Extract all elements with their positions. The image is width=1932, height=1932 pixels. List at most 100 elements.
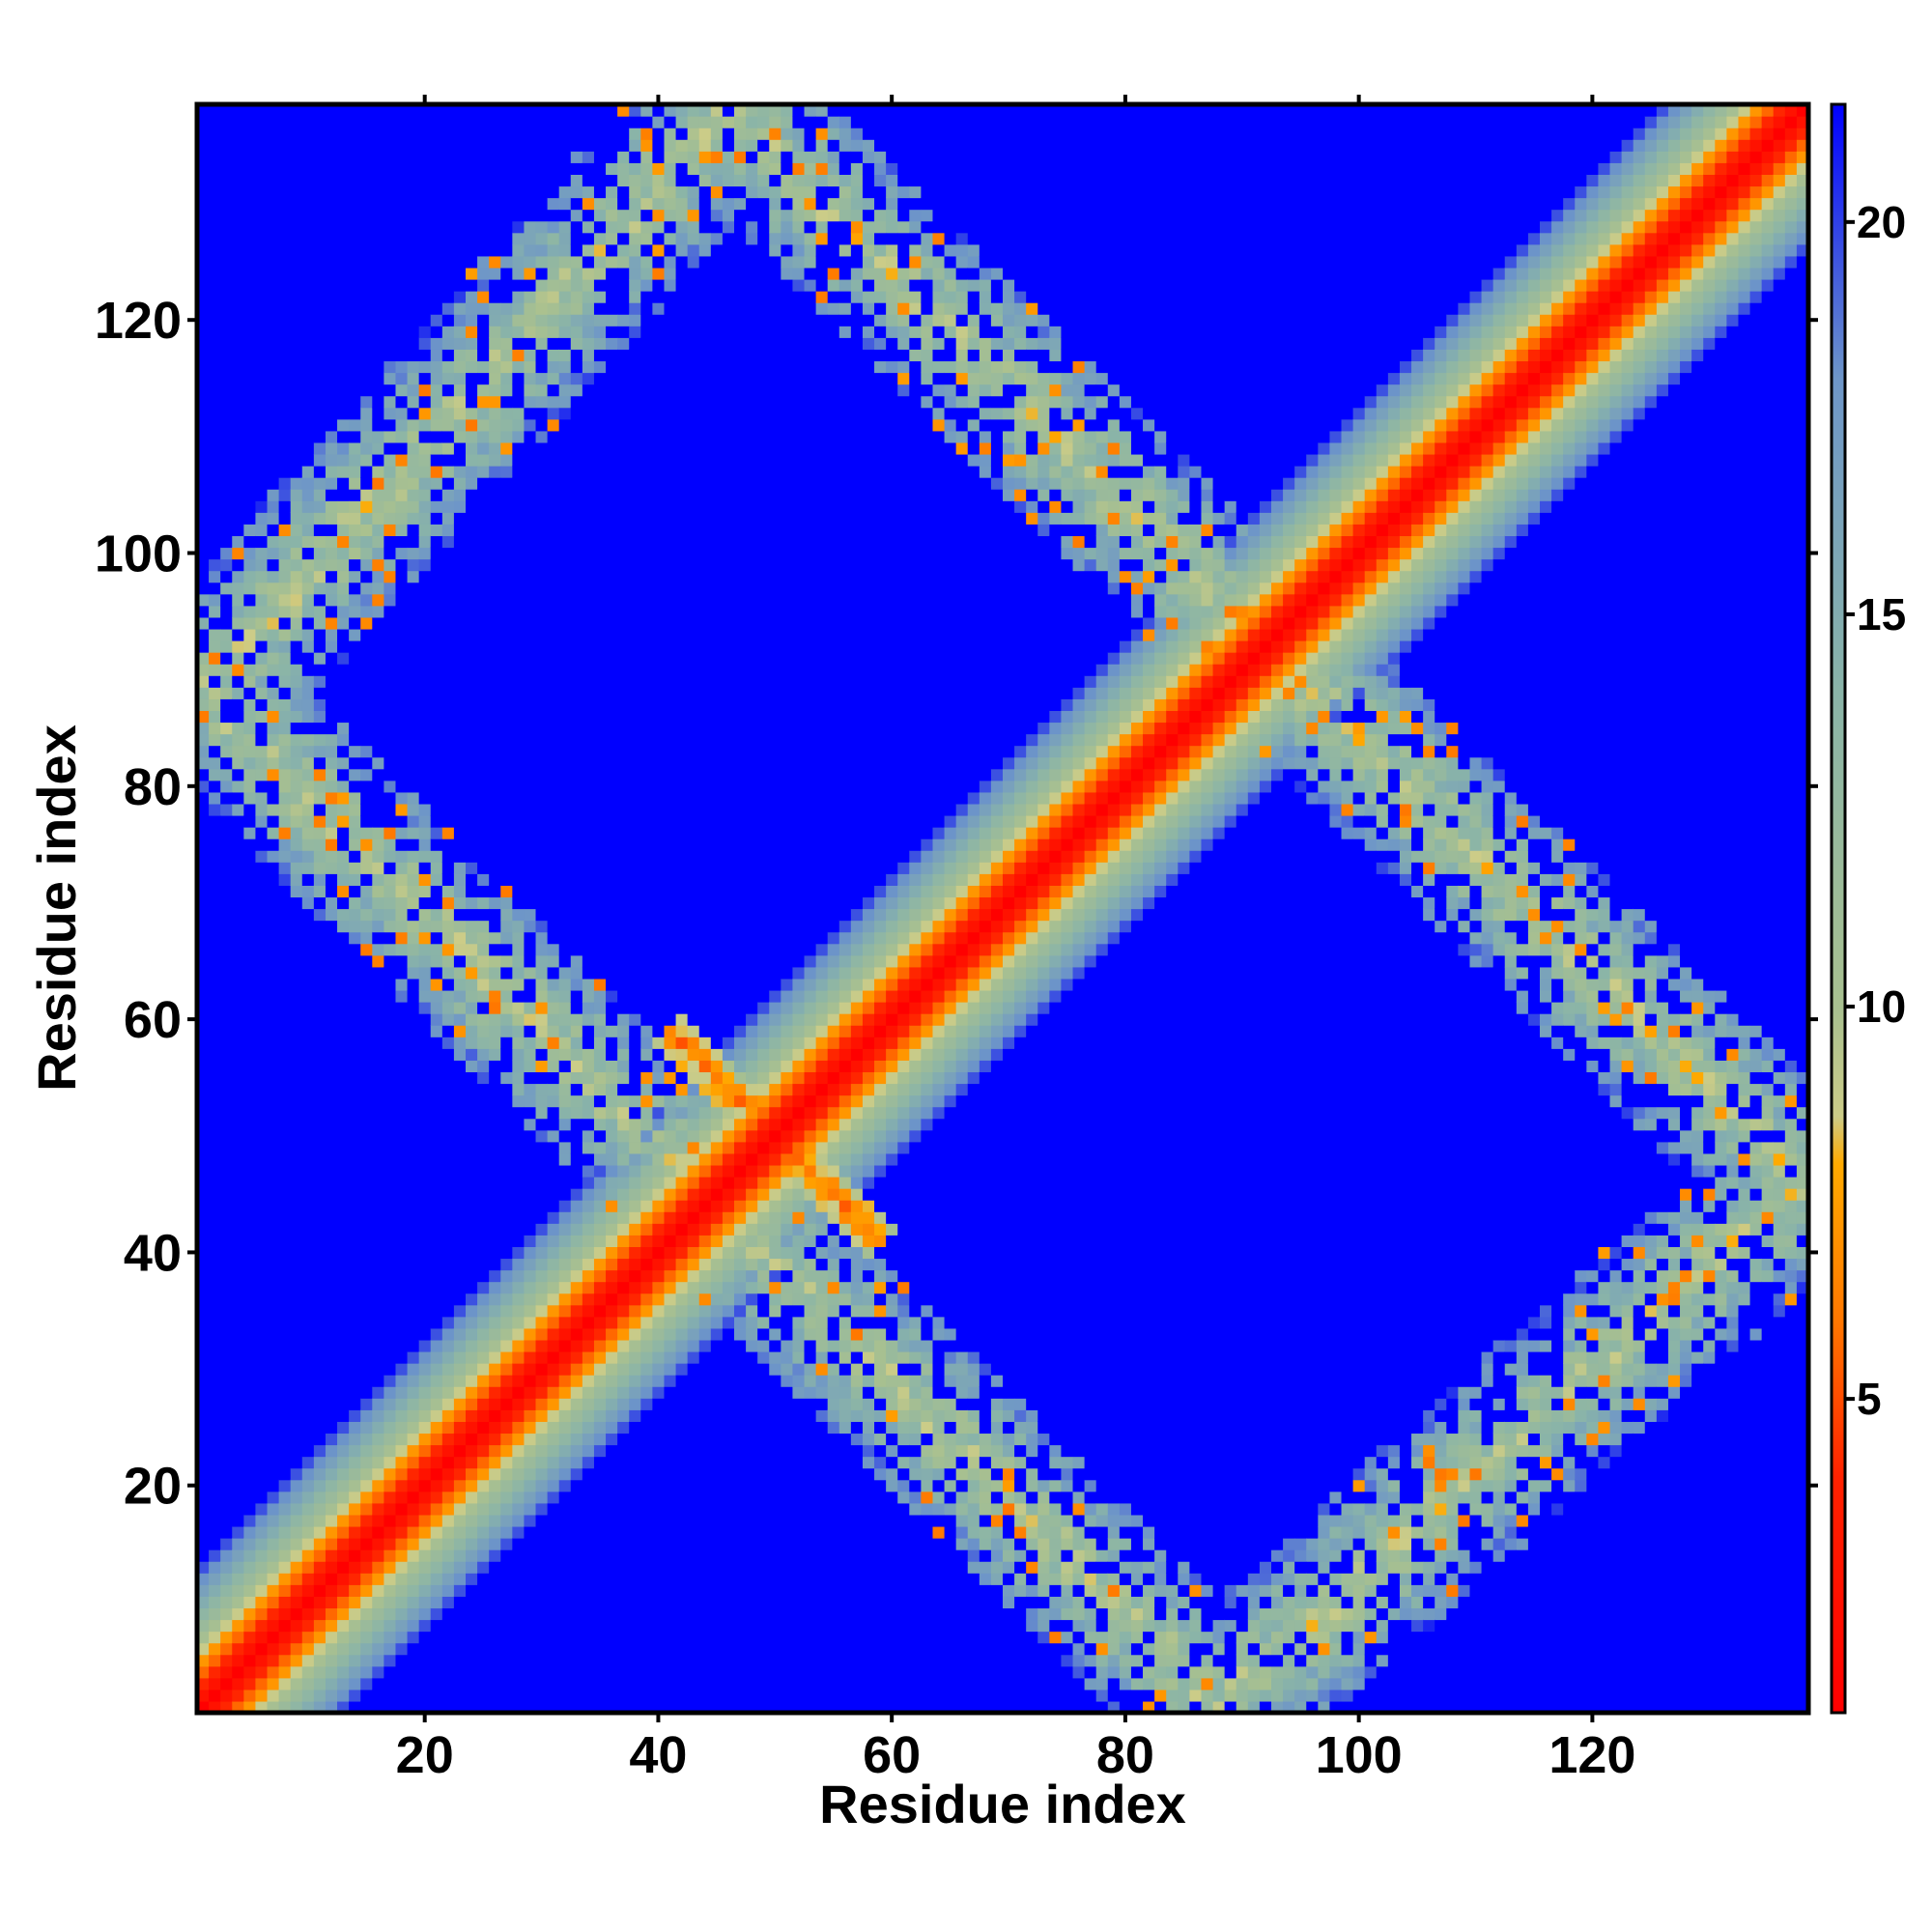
heatmap-cell: [301, 1025, 315, 1037]
heatmap-cell: [243, 1689, 257, 1702]
heatmap-cell: [197, 395, 210, 409]
heatmap-cell: [466, 1106, 478, 1120]
heatmap-cell: [197, 349, 210, 362]
heatmap-cell: [547, 1456, 560, 1469]
heatmap-cell: [535, 1375, 549, 1387]
heatmap-cell: [453, 360, 467, 374]
heatmap-cell: [430, 1677, 443, 1690]
heatmap-cell: [325, 570, 338, 583]
heatmap-cell: [558, 710, 572, 724]
heatmap-cell: [418, 862, 432, 874]
heatmap-cell: [278, 500, 292, 513]
heatmap-cell: [372, 687, 384, 699]
heatmap-cell: [372, 1350, 384, 1364]
heatmap-cell: [593, 255, 607, 269]
heatmap-cell: [197, 1094, 210, 1108]
heatmap-cell: [209, 733, 221, 747]
heatmap-cell: [313, 209, 327, 222]
heatmap-cell: [197, 1433, 210, 1446]
heatmap-cell: [220, 814, 233, 828]
heatmap-cell: [255, 931, 269, 945]
heatmap-cell: [593, 243, 607, 257]
heatmap-cell: [301, 116, 315, 128]
heatmap-cell: [418, 489, 432, 501]
heatmap-cell: [547, 593, 560, 607]
heatmap-cell: [430, 1491, 443, 1504]
heatmap-cell: [301, 512, 315, 525]
heatmap-cell: [349, 943, 361, 956]
heatmap-cell: [220, 1327, 233, 1341]
heatmap-cell: [570, 838, 583, 851]
heatmap-cell: [477, 605, 490, 618]
heatmap-cell: [453, 838, 467, 851]
heatmap-cell: [430, 185, 443, 199]
heatmap-cell: [255, 827, 269, 839]
heatmap-cell: [337, 780, 350, 793]
heatmap-cell: [430, 1456, 443, 1469]
heatmap-cell: [301, 1538, 315, 1550]
heatmap-cell: [524, 232, 537, 245]
heatmap-cell: [489, 978, 501, 991]
heatmap-cell: [209, 1596, 221, 1609]
heatmap-cell: [582, 943, 595, 956]
heatmap-cell: [466, 1293, 478, 1306]
heatmap-cell: [535, 1561, 549, 1574]
heatmap-cell: [418, 896, 432, 910]
heatmap-cell: [372, 1538, 384, 1550]
heatmap-cell: [337, 185, 350, 199]
heatmap-cell: [372, 1525, 384, 1539]
heatmap-cell: [500, 733, 513, 747]
heatmap-cell: [349, 197, 361, 211]
heatmap-cell: [593, 745, 607, 758]
heatmap-cell: [301, 1235, 315, 1247]
heatmap-cell: [267, 1025, 280, 1037]
heatmap-cell: [418, 547, 432, 560]
heatmap-cell: [255, 1188, 269, 1201]
heatmap-cell: [441, 1211, 455, 1224]
heatmap-cell: [500, 1538, 513, 1550]
heatmap-cell: [500, 756, 513, 770]
heatmap-cell: [593, 466, 607, 478]
heatmap-cell: [278, 1386, 292, 1399]
heatmap-cell: [606, 104, 618, 117]
heatmap-cell: [325, 1164, 338, 1178]
heatmap-cell: [453, 1316, 467, 1329]
heatmap-cell: [313, 220, 327, 234]
heatmap-cell: [477, 733, 490, 747]
heatmap-cell: [197, 978, 210, 991]
heatmap-cell: [267, 1013, 280, 1026]
heatmap-cell: [547, 1514, 560, 1527]
heatmap-cell: [547, 687, 560, 699]
heatmap-cell: [337, 768, 350, 781]
heatmap-cell: [570, 687, 583, 699]
heatmap-cell: [593, 547, 607, 560]
heatmap-cell: [453, 1071, 467, 1085]
heatmap-cell: [197, 1502, 210, 1516]
heatmap-cell: [349, 733, 361, 747]
heatmap-cell: [255, 1584, 269, 1597]
heatmap-cell: [535, 1281, 549, 1294]
heatmap-cell: [512, 582, 526, 595]
heatmap-cell: [267, 232, 280, 245]
heatmap-cell: [337, 1700, 350, 1714]
heatmap-cell: [593, 698, 607, 711]
heatmap-cell: [349, 151, 361, 163]
heatmap-cell: [535, 593, 549, 607]
heatmap-cell: [547, 535, 560, 549]
heatmap-cell: [466, 197, 478, 211]
heatmap-cell: [441, 827, 455, 839]
heatmap-cell: [278, 337, 292, 350]
heatmap-cell: [535, 360, 549, 374]
heatmap-cell: [384, 1327, 397, 1341]
heatmap-cell: [220, 547, 233, 560]
heatmap-cell: [232, 1654, 244, 1667]
heatmap-cell: [407, 1200, 420, 1212]
heatmap-cell: [453, 652, 467, 665]
heatmap-cell: [313, 733, 327, 747]
heatmap-cell: [197, 989, 210, 1003]
heatmap-cell: [535, 1350, 549, 1364]
heatmap-cell: [441, 220, 455, 234]
heatmap-cell: [278, 593, 292, 607]
heatmap-cell: [360, 675, 373, 688]
heatmap-cell: [232, 1177, 244, 1189]
